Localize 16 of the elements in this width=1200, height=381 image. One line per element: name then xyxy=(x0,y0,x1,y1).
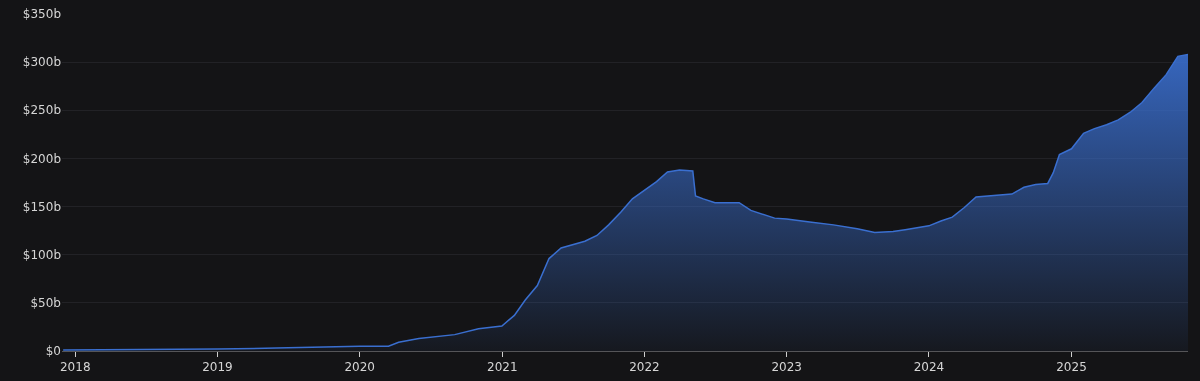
x-tick-label: 2018 xyxy=(59,360,91,375)
x-tick-label: 2019 xyxy=(202,360,233,375)
y-tick-label: $100b xyxy=(22,247,61,262)
x-tick-label: 2023 xyxy=(771,360,802,375)
y-tick-label: $300b xyxy=(22,55,61,70)
x-tick-label: 2022 xyxy=(629,360,660,375)
x-tick-label: 2021 xyxy=(487,360,518,375)
y-tick-label: $150b xyxy=(22,199,61,214)
y-tick-label: $350b xyxy=(22,7,61,22)
y-tick-label: $0 xyxy=(45,344,61,359)
x-tick-label: 2025 xyxy=(1056,360,1087,375)
y-tick-label: $200b xyxy=(22,151,61,166)
y-tick-label: $50b xyxy=(30,296,61,311)
x-tick-label: 2020 xyxy=(344,360,375,375)
x-tick-label: 2024 xyxy=(913,360,945,375)
y-tick-label: $250b xyxy=(22,103,61,118)
